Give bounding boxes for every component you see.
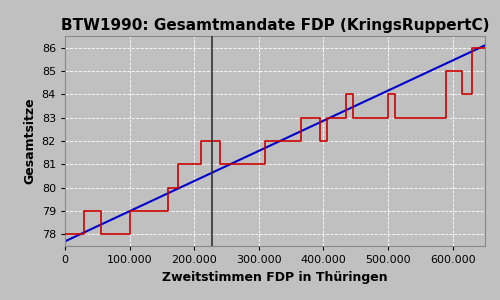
Y-axis label: Gesamtsitze: Gesamtsitze [23,98,36,184]
Title: BTW1990: Gesamtmandate FDP (KringsRuppertC): BTW1990: Gesamtmandate FDP (KringsRupper… [61,18,489,33]
X-axis label: Zweitstimmen FDP in Thüringen: Zweitstimmen FDP in Thüringen [162,271,388,284]
